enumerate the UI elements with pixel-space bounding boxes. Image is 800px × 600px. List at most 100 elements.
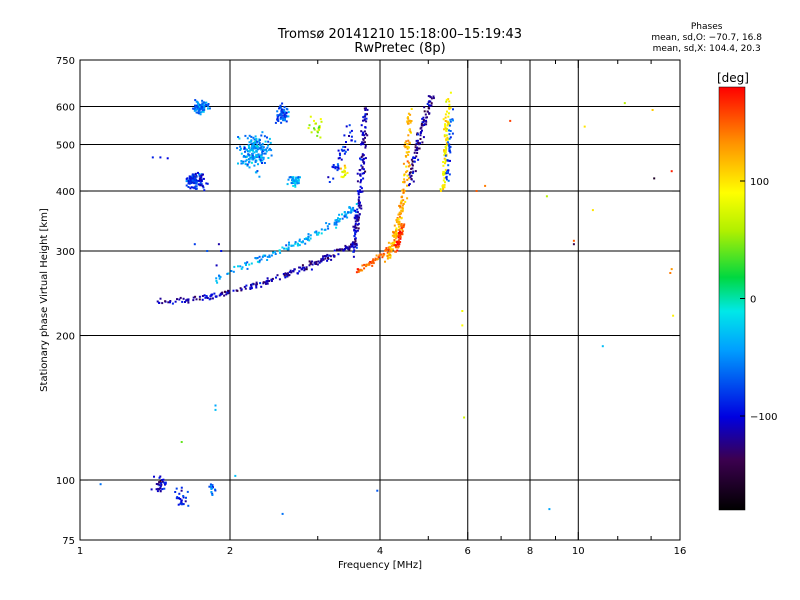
echo-point — [408, 141, 411, 144]
echo-point — [282, 108, 285, 111]
echo-point — [389, 250, 391, 253]
echo-point — [320, 120, 323, 123]
echo-point — [394, 237, 397, 240]
echo-point — [407, 139, 410, 142]
echo-point — [400, 231, 403, 234]
echo-point — [303, 238, 306, 240]
echo-point — [192, 299, 195, 302]
echo-point — [390, 242, 393, 245]
echo-point — [309, 237, 312, 240]
echo-point — [399, 206, 402, 209]
echo-point — [265, 150, 268, 153]
echo-point — [301, 241, 304, 244]
echo-point — [357, 227, 360, 230]
echo-point — [291, 179, 293, 182]
echo-point — [405, 171, 408, 174]
echo-point — [403, 223, 406, 226]
x-tick-label: 6 — [465, 546, 471, 557]
echo-point — [289, 176, 292, 178]
echo-point — [239, 265, 242, 268]
echo-point — [444, 168, 447, 171]
echo-point — [264, 281, 267, 284]
echo-point — [572, 239, 575, 242]
echo-point — [345, 141, 347, 143]
echo-point — [328, 181, 331, 183]
echo-point — [361, 167, 364, 170]
echo-point — [320, 232, 323, 235]
echo-point — [344, 166, 347, 169]
echo-point — [346, 171, 349, 174]
echo-point — [357, 193, 360, 196]
echo-point — [357, 215, 360, 218]
echo-point — [244, 287, 247, 290]
echo-point — [362, 168, 365, 171]
echo-point — [445, 134, 448, 137]
echo-point — [248, 147, 250, 149]
echo-point — [186, 177, 189, 180]
echo-point — [244, 134, 247, 137]
echo-point — [161, 479, 164, 481]
echo-point — [347, 248, 350, 251]
echo-point — [159, 490, 162, 493]
echo-point — [248, 263, 251, 266]
echo-point — [266, 282, 269, 285]
echo-point — [363, 115, 366, 118]
echo-point — [251, 152, 254, 155]
echo-point — [448, 124, 451, 127]
echo-point — [358, 203, 361, 206]
echo-point — [270, 154, 273, 157]
echo-point — [243, 155, 245, 157]
echo-point — [204, 101, 207, 104]
echo-point — [442, 118, 445, 121]
echo-point — [364, 109, 367, 111]
echo-point — [262, 148, 265, 151]
echo-point — [195, 175, 198, 178]
echo-point — [198, 183, 201, 186]
echo-point — [321, 257, 324, 260]
echo-point — [393, 224, 396, 227]
echo-point — [251, 158, 254, 161]
phase-stats: Phases mean, sd,O: −70.7, 16.8 mean, sd,… — [651, 22, 762, 55]
echo-point — [359, 269, 362, 272]
echo-point — [407, 134, 410, 137]
echo-point — [444, 124, 447, 127]
echo-point — [410, 167, 413, 170]
echo-point — [261, 152, 264, 155]
echo-point — [211, 484, 214, 487]
echo-point — [155, 483, 158, 485]
echo-point — [261, 159, 264, 162]
echo-point — [268, 254, 271, 257]
echo-point — [408, 184, 410, 187]
echo-point — [427, 95, 430, 98]
echo-point — [294, 185, 297, 188]
echo-point — [399, 202, 402, 205]
echo-point — [247, 158, 250, 161]
echo-point — [193, 108, 196, 110]
echo-point — [413, 160, 416, 163]
echo-point — [393, 239, 396, 242]
echo-point — [244, 160, 247, 163]
echo-point — [416, 146, 419, 149]
echo-point — [406, 143, 408, 145]
echo-point — [307, 127, 310, 130]
echo-point — [414, 157, 416, 159]
echo-point — [309, 115, 312, 118]
echo-point — [213, 292, 216, 295]
echo-point — [359, 201, 361, 204]
echo-point — [281, 114, 284, 117]
echo-point — [444, 158, 447, 161]
echo-point — [380, 253, 383, 256]
echo-point — [161, 302, 164, 305]
echo-point — [279, 251, 282, 254]
echo-point — [362, 160, 365, 163]
echo-point — [201, 102, 204, 105]
echo-point — [411, 160, 414, 163]
echo-point — [444, 172, 447, 175]
echo-point — [339, 218, 341, 220]
echo-point — [282, 117, 285, 120]
echo-point — [270, 149, 273, 152]
echo-point — [442, 174, 445, 177]
echo-point — [298, 240, 301, 242]
echo-point — [197, 102, 200, 105]
echo-point — [290, 271, 293, 274]
